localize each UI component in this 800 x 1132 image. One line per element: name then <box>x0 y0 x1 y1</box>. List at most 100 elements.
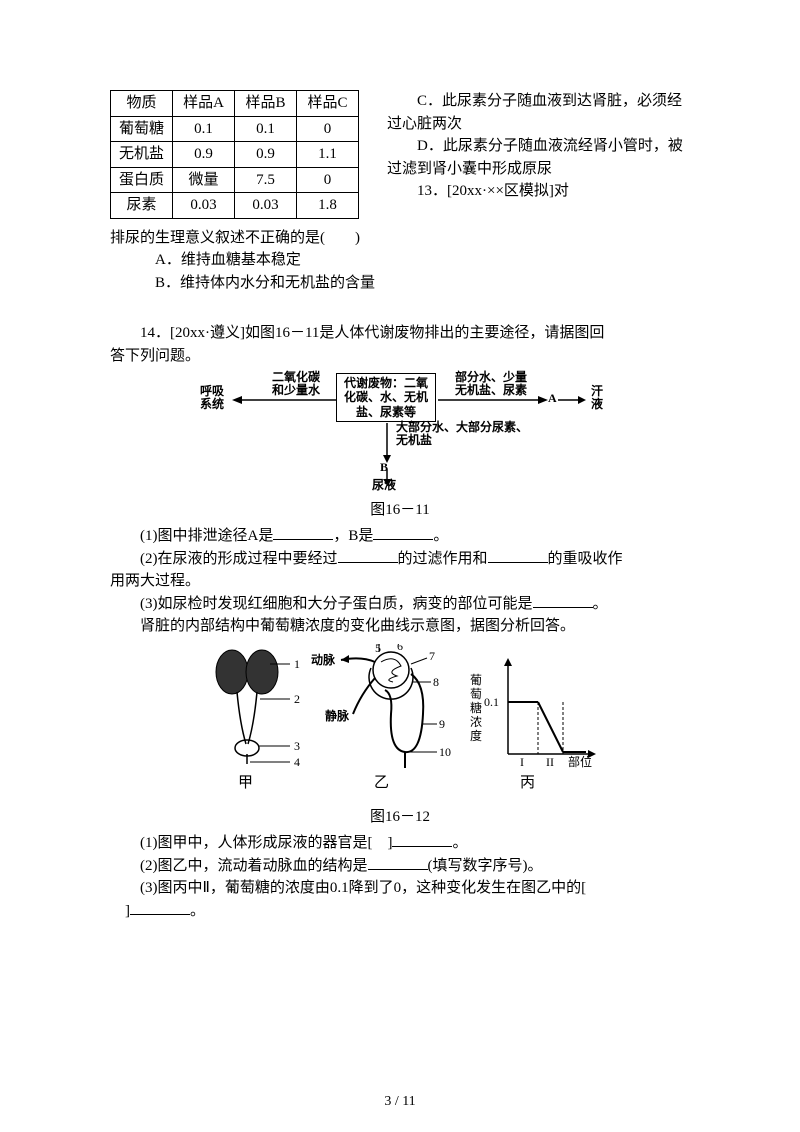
q15-3c: 。 <box>190 903 205 919</box>
q15-1: (1)图甲中，人体形成尿液的器官是[ ] 。 <box>110 832 690 855</box>
th-sample-b: 样品B <box>235 91 297 117</box>
arrow-down-icon <box>382 423 392 463</box>
sample-table: 物质 样品A 样品B 样品C 葡萄糖 0.1 0.1 0 无机盐 0.9 0.9… <box>110 90 359 219</box>
q13-option-b: B．维持体内水分和无机盐的含量 <box>110 272 690 295</box>
arrow-left-icon <box>232 395 336 405</box>
q13-prefix: 13．[20xx·××区模拟]对 <box>387 180 690 203</box>
blank <box>130 900 190 915</box>
svg-text:10: 10 <box>439 745 451 759</box>
cell: 7.5 <box>235 167 297 193</box>
option-c: C．此尿素分子随血液到达肾脏，必须经过心脏两次 <box>387 90 690 135</box>
cell: 1.1 <box>297 142 359 168</box>
cell: 0.9 <box>173 142 235 168</box>
q15-3-line2: ]。 <box>110 900 690 923</box>
q14-3b: 。 <box>593 596 608 612</box>
svg-text:7: 7 <box>429 649 435 663</box>
cell: 0.03 <box>173 193 235 219</box>
q14-2c: 的重吸收作 <box>548 551 623 567</box>
svg-text:静脉: 静脉 <box>325 708 350 723</box>
d11-left-label: 呼吸系统 <box>200 385 230 411</box>
q14-2d: 用两大过程。 <box>110 570 690 593</box>
d12-sub-b: 乙 <box>374 772 389 795</box>
cell: 0.03 <box>235 193 297 219</box>
blank <box>533 593 593 608</box>
d11-bottom: 尿液 <box>372 479 396 492</box>
q14-1b: ，B是 <box>333 528 373 544</box>
q13-option-a: A．维持血糖基本稳定 <box>110 249 690 272</box>
blank <box>392 832 452 847</box>
page-footer: 3 / 11 <box>0 1091 800 1112</box>
cell: 0.1 <box>173 116 235 142</box>
d12-caption: 图16－12 <box>110 806 690 829</box>
svg-text:9: 9 <box>439 717 445 731</box>
q14-extra: 肾脏的内部结构中葡萄糖浓度的变化曲线示意图，据图分析回答。 <box>110 615 690 638</box>
blank <box>368 855 428 870</box>
q14-1a: (1)图中排泄途径A是 <box>140 528 273 544</box>
diagram-kidney-icon: 1 2 3 4 <box>202 644 302 772</box>
q15-1a: (1)图甲中，人体形成尿液的器官是[ ] <box>140 835 392 851</box>
svg-text:糖: 糖 <box>470 700 482 715</box>
diagram-16-11: 呼吸系统 二氧化碳 和少量水 代谢废物：二氧化碳、水、无机盐、尿素等 部分水、少… <box>180 371 620 491</box>
d11-right-end: 汗液 <box>588 385 606 411</box>
cell: 0 <box>297 116 359 142</box>
d12-sub-a: 甲 <box>238 772 253 795</box>
q14-2b: 的过滤作用和 <box>398 551 488 567</box>
svg-text:动脉: 动脉 <box>311 652 336 667</box>
blank <box>273 525 333 540</box>
d11-down-bot: 无机盐 <box>396 434 496 447</box>
q14-1c: 。 <box>433 528 448 544</box>
d11-caption: 图16－11 <box>110 499 690 522</box>
q15-2b: (填写数字序号)。 <box>428 858 543 874</box>
svg-text:萄: 萄 <box>470 687 482 701</box>
cell: 微量 <box>173 167 235 193</box>
cell: 0.9 <box>235 142 297 168</box>
blank <box>338 548 398 563</box>
svg-text:度: 度 <box>470 728 482 743</box>
th-substance: 物质 <box>111 91 173 117</box>
svg-text:5: 5 <box>375 644 381 655</box>
cell: 葡萄糖 <box>111 116 173 142</box>
q14-3a: (3)如尿检时发现红细胞和大分子蛋白质，病变的部位可能是 <box>140 596 533 612</box>
svg-text:8: 8 <box>433 675 439 689</box>
cell: 0 <box>297 167 359 193</box>
q15-1b: 。 <box>452 835 467 851</box>
cell: 1.8 <box>297 193 359 219</box>
cell: 尿素 <box>111 193 173 219</box>
arrow-right-icon <box>438 395 548 405</box>
svg-text:II: II <box>546 755 554 769</box>
svg-text:0.1: 0.1 <box>484 695 499 709</box>
diagram-nephron-icon: 动脉 静脉 5 6 7 8 9 10 <box>305 644 465 772</box>
q15-3a: (3)图丙中Ⅱ，葡萄糖的浓度由0.1降到了0，这种变化发生在图乙中的[ <box>140 880 586 896</box>
q14-1: (1)图中排泄途径A是 ，B是 。 <box>110 525 690 548</box>
q15-2: (2)图乙中，流动着动脉血的结构是 (填写数字序号)。 <box>110 855 690 878</box>
q15-2a: (2)图乙中，流动着动脉血的结构是 <box>140 858 368 874</box>
glucose-chart: 葡 萄 糖 浓 度 0.1 I II 部位 <box>468 644 598 772</box>
option-d: D．此尿素分子随血液流经肾小管时，被过滤到肾小囊中形成原尿 <box>387 135 690 180</box>
svg-text:1: 1 <box>294 657 300 671</box>
svg-text:6: 6 <box>397 644 403 653</box>
d11-center-box: 代谢废物：二氧化碳、水、无机盐、尿素等 <box>336 373 436 422</box>
q14-2a: (2)在尿液的形成过程中要经过 <box>140 551 338 567</box>
svg-text:浓: 浓 <box>470 715 482 729</box>
svg-text:4: 4 <box>294 755 300 769</box>
cell: 蛋白质 <box>111 167 173 193</box>
cell: 无机盐 <box>111 142 173 168</box>
th-sample-c: 样品C <box>297 91 359 117</box>
svg-text:3: 3 <box>294 739 300 753</box>
q14-3: (3)如尿检时发现红细胞和大分子蛋白质，病变的部位可能是 。 <box>110 593 690 616</box>
svg-text:2: 2 <box>294 692 300 706</box>
blank <box>373 525 433 540</box>
q14-2: (2)在尿液的形成过程中要经过 的过滤作用和 的重吸收作 <box>110 548 690 571</box>
q15-3b: ] <box>110 903 130 919</box>
q14-intro-1: 14．[20xx·遵义]如图16－11是人体代谢废物排出的主要途径，请据图回 <box>110 322 690 345</box>
q15-3: (3)图丙中Ⅱ，葡萄糖的浓度由0.1降到了0，这种变化发生在图乙中的[ <box>110 877 690 900</box>
d11-A: A <box>548 392 557 405</box>
q13-rest: 排尿的生理意义叙述不正确的是( ) <box>110 227 690 250</box>
svg-text:部位: 部位 <box>568 754 592 769</box>
cell: 0.1 <box>235 116 297 142</box>
diagram-16-12: 1 2 3 4 动脉 静脉 5 6 7 8 9 10 <box>200 644 600 792</box>
svg-text:葡: 葡 <box>470 673 482 687</box>
svg-text:I: I <box>520 755 524 769</box>
d12-sub-c: 丙 <box>520 772 535 795</box>
th-sample-a: 样品A <box>173 91 235 117</box>
